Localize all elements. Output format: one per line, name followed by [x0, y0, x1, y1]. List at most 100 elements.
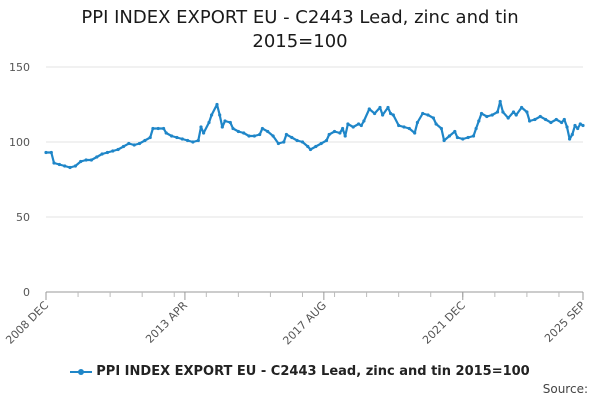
- data-point: [474, 126, 478, 131]
- x-tick-label: 2025 SEP: [542, 299, 588, 345]
- data-point: [381, 113, 385, 117]
- data-point: [357, 122, 361, 126]
- data-point: [132, 143, 136, 147]
- y-tick-label: 50: [16, 211, 30, 224]
- data-point: [111, 149, 115, 153]
- data-point: [220, 125, 224, 129]
- data-point: [100, 152, 104, 156]
- data-point: [319, 141, 323, 146]
- data-point: [533, 117, 537, 122]
- data-point: [314, 144, 318, 149]
- data-point: [207, 120, 211, 125]
- data-point: [127, 141, 131, 146]
- y-tick-label: 150: [9, 61, 30, 74]
- data-point: [271, 134, 275, 138]
- data-point: [162, 126, 166, 131]
- data-point: [549, 120, 553, 125]
- data-point: [63, 164, 67, 168]
- data-point: [186, 138, 190, 143]
- data-point: [560, 120, 564, 125]
- data-point: [431, 116, 435, 120]
- data-point: [282, 140, 286, 144]
- data-point: [258, 132, 262, 137]
- data-point: [68, 165, 72, 170]
- data-point: [477, 119, 481, 123]
- y-tick-label: 0: [23, 286, 30, 299]
- data-point: [479, 111, 484, 116]
- data-point: [359, 123, 363, 128]
- legend-entry-label: PPI INDEX EXPORT EU - C2443 Lead, zinc a…: [96, 364, 530, 379]
- data-point: [57, 162, 62, 167]
- data-point: [386, 105, 390, 110]
- chart-subtitle: 2015=100: [252, 31, 348, 52]
- data-point: [351, 125, 355, 129]
- data-point: [137, 141, 142, 146]
- chart-title-text: PPI INDEX EXPORT EU - C2443 Lead, zinc a…: [81, 7, 519, 28]
- data-point: [407, 126, 411, 131]
- data-point: [570, 132, 574, 137]
- data-point: [84, 158, 88, 162]
- data-point: [455, 135, 459, 140]
- data-point: [511, 110, 516, 114]
- data-point: [252, 134, 256, 138]
- data-point: [215, 102, 219, 107]
- chart-title: PPI INDEX EXPORT EU - C2443 Lead, zinc a…: [0, 6, 600, 54]
- data-point: [341, 126, 345, 131]
- data-point: [338, 131, 342, 135]
- data-point: [367, 107, 371, 111]
- data-point: [236, 129, 240, 134]
- data-point: [223, 119, 227, 123]
- data-point: [290, 135, 294, 140]
- data-point: [439, 126, 443, 131]
- data-point: [218, 113, 222, 117]
- data-point: [442, 138, 446, 143]
- data-point: [544, 117, 548, 122]
- data-point: [95, 155, 99, 159]
- data-point: [52, 161, 56, 165]
- data-point: [343, 134, 347, 138]
- data-point: [228, 120, 232, 125]
- data-point: [143, 138, 147, 143]
- data-point: [525, 110, 529, 114]
- data-point: [576, 126, 580, 131]
- data-point: [324, 138, 329, 143]
- data-point: [413, 131, 417, 135]
- x-tick-label: 2013 APR: [143, 299, 190, 346]
- data-point: [520, 105, 524, 110]
- chart-legend[interactable]: PPI INDEX EXPORT EU - C2443 Lead, zinc a…: [0, 364, 600, 379]
- data-point: [44, 150, 48, 155]
- data-point: [447, 134, 451, 138]
- data-point: [121, 144, 126, 149]
- data-point: [498, 99, 502, 104]
- x-tick-label: 2021 DEC: [420, 299, 468, 347]
- data-point: [391, 113, 395, 117]
- data-point: [89, 158, 93, 162]
- data-point: [49, 150, 53, 155]
- data-point: [562, 117, 566, 122]
- data-point: [73, 164, 77, 168]
- data-point: [514, 113, 518, 117]
- data-point: [434, 122, 438, 126]
- data-point: [191, 140, 195, 144]
- data-point: [180, 137, 184, 141]
- data-point: [466, 135, 470, 140]
- data-point: [578, 122, 582, 126]
- data-point: [501, 110, 505, 114]
- data-point: [554, 117, 558, 122]
- data-point: [260, 126, 264, 131]
- data-point: [506, 116, 510, 120]
- data-point: [453, 129, 457, 134]
- y-tick-label: 100: [9, 136, 30, 149]
- data-point: [284, 132, 288, 137]
- data-point: [247, 134, 251, 138]
- data-point: [295, 138, 299, 143]
- data-point: [471, 134, 476, 138]
- data-point: [327, 132, 331, 137]
- data-point: [568, 137, 572, 141]
- data-point: [461, 137, 465, 141]
- data-point: [175, 135, 179, 140]
- data-point: [415, 120, 419, 125]
- data-point: [402, 125, 406, 129]
- data-point: [231, 126, 235, 131]
